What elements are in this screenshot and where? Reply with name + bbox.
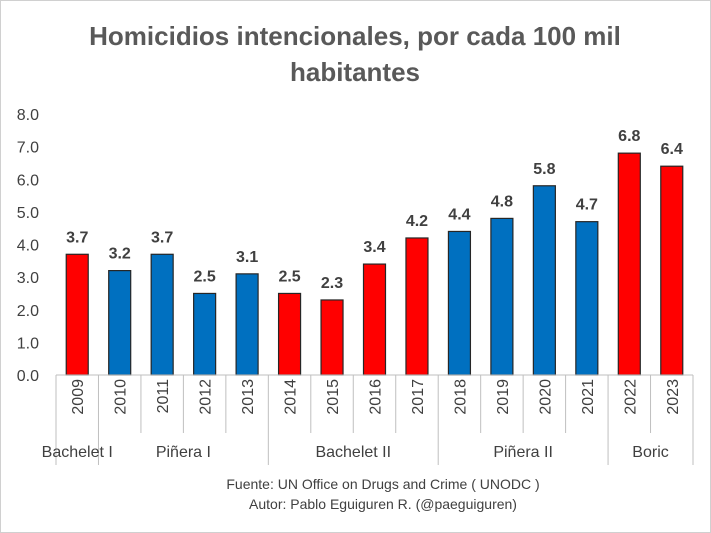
data-label-2020: 5.8: [533, 161, 555, 178]
bars-layer: [65, 152, 684, 376]
data-label-2015: 2.3: [321, 275, 343, 292]
x-tick-label-2021: 2021: [580, 379, 597, 415]
source-note: Fuente: UN Office on Drugs and Crime ( U…: [226, 476, 539, 492]
x-tick-label-2023: 2023: [665, 379, 682, 415]
bar-2023: [660, 165, 684, 376]
bar-2015: [320, 299, 344, 376]
bar-2010: [108, 270, 132, 376]
y-tick-label: 0.0: [17, 368, 39, 385]
group-label: Piñera II: [493, 444, 553, 461]
y-tick-label: 2.0: [17, 303, 39, 320]
author-note: Autor: Pablo Eguiguren R. (@paeguiguren): [249, 496, 517, 512]
data-label-2013: 3.1: [236, 249, 258, 266]
axes-layer: 0.0 1.0 2.0 3.0 4.0 5.0 6.0 7.0 8.0: [17, 107, 39, 385]
y-tick-label: 8.0: [17, 107, 39, 124]
bar-2009: [65, 253, 89, 376]
y-tick-label: 6.0: [17, 172, 39, 189]
bar-2017: [405, 237, 429, 376]
bar-2019: [490, 217, 514, 376]
bar-2012: [193, 292, 217, 376]
bar-2021: [575, 221, 599, 376]
y-tick-label: 4.0: [17, 238, 39, 255]
bar-2014: [277, 292, 302, 376]
data-label-2022: 6.8: [618, 128, 640, 145]
x-tick-label-2009: 2009: [70, 379, 87, 415]
group-label: Bachelet II: [315, 444, 391, 461]
chart-title-line-2: habitantes: [290, 57, 420, 87]
y-tick-label: 5.0: [17, 205, 39, 222]
x-tick-label-2014: 2014: [283, 379, 300, 415]
bar-2020: [532, 185, 556, 376]
x-tick-label-2017: 2017: [410, 379, 427, 415]
x-axis-layer: 2009 2010 2011 2012 2013 2014 2015 2016 2017 2018…: [42, 374, 694, 465]
data-label-2012: 2.5: [194, 268, 216, 285]
data-label-2021: 4.7: [576, 197, 598, 214]
bar-2018: [447, 230, 472, 376]
y-tick-label: 3.0: [17, 270, 39, 287]
data-labels-layer: 3.7 3.2 3.7 2.5 3.1 2.5 2.3 3.4 4.2 4.4 4.8 5.8 4.7 6…: [66, 128, 683, 292]
data-label-2010: 3.2: [109, 246, 131, 263]
y-tick-label: 1.0: [17, 335, 39, 352]
data-label-2018: 4.4: [448, 206, 470, 223]
x-tick-label-2013: 2013: [240, 379, 257, 415]
data-label-2019: 4.8: [491, 193, 513, 210]
x-tick-label-2020: 2020: [537, 379, 554, 415]
bar-2022: [617, 152, 641, 376]
x-tick-label-2010: 2010: [113, 379, 130, 415]
x-tick-label-2016: 2016: [368, 379, 385, 415]
data-label-2023: 6.4: [661, 141, 683, 158]
x-tick-label-2018: 2018: [452, 379, 469, 415]
group-label: Piñera I: [156, 444, 211, 461]
data-label-2016: 3.4: [363, 239, 385, 256]
x-tick-label-2011: 2011: [155, 379, 172, 414]
bar-2016: [362, 263, 387, 376]
bar-2011: [150, 253, 174, 376]
x-tick-label-2019: 2019: [495, 379, 512, 415]
group-label: Boric: [632, 444, 668, 461]
y-tick-label: 7.0: [17, 140, 39, 157]
x-tick-label-2015: 2015: [325, 379, 342, 415]
bar-2013: [235, 273, 259, 376]
x-tick-label-2012: 2012: [198, 379, 215, 415]
group-label: Bachelet I: [42, 444, 113, 461]
data-label-2011: 3.7: [151, 229, 173, 246]
data-label-2017: 4.2: [406, 213, 428, 230]
x-tick-label-2022: 2022: [622, 379, 639, 415]
data-label-2009: 3.7: [66, 229, 88, 246]
data-label-2014: 2.5: [278, 268, 300, 285]
chart-title-line-1: Homicidios intencionales, por cada 100 m…: [89, 21, 621, 51]
